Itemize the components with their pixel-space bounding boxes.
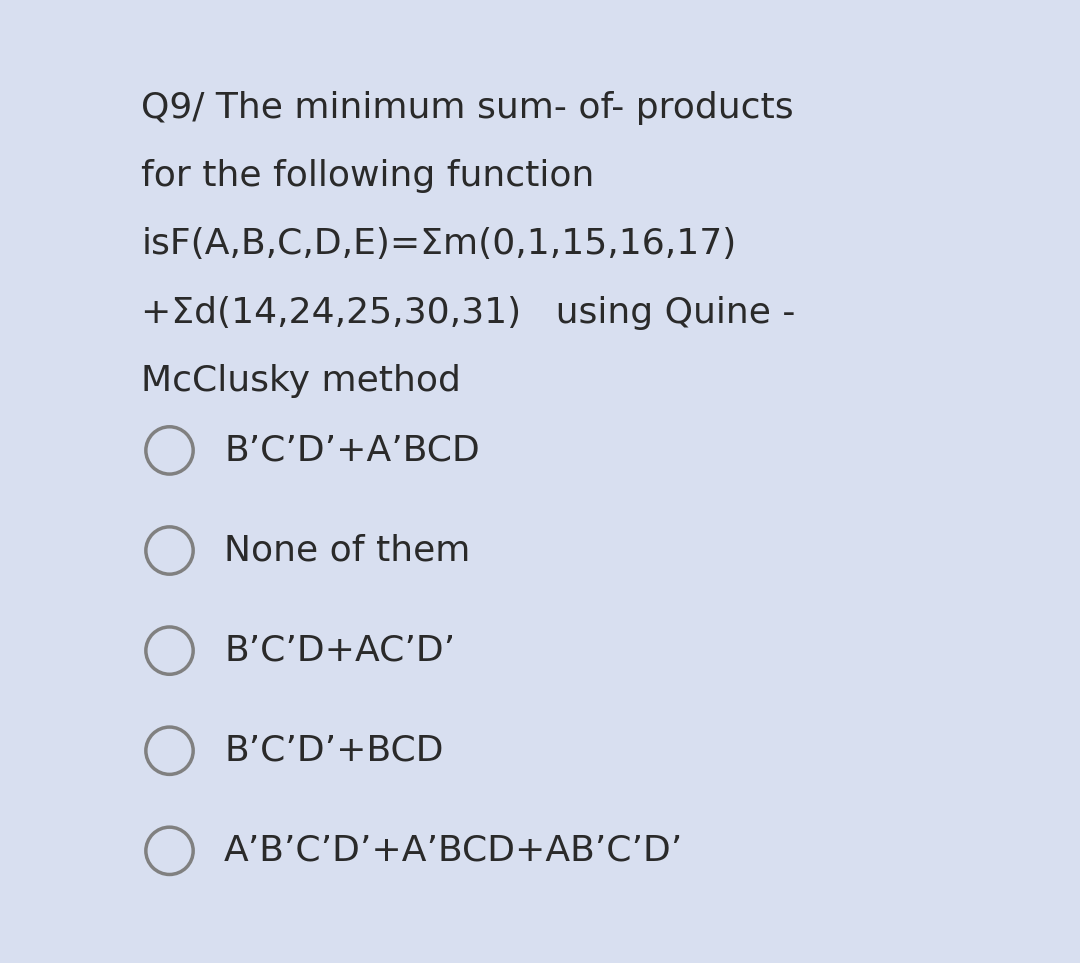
Text: B’C’D+AC’D’: B’C’D+AC’D’ (225, 634, 456, 667)
Text: isF(A,B,C,D,E)=Σm(0,1,15,16,17): isF(A,B,C,D,E)=Σm(0,1,15,16,17) (141, 227, 737, 262)
Text: None of them: None of them (225, 534, 471, 567)
Text: McClusky method: McClusky method (141, 364, 461, 398)
Text: A’B’C’D’+A’BCD+AB’C’D’: A’B’C’D’+A’BCD+AB’C’D’ (225, 834, 684, 868)
Text: Q9/ The minimum sum- of- products: Q9/ The minimum sum- of- products (141, 91, 794, 125)
Text: B’C’D’+A’BCD: B’C’D’+A’BCD (225, 433, 480, 467)
Text: B’C’D’+BCD: B’C’D’+BCD (225, 734, 444, 768)
Text: +Σd(14,24,25,30,31)   using Quine -: +Σd(14,24,25,30,31) using Quine - (141, 296, 796, 329)
Text: for the following function: for the following function (141, 159, 595, 194)
